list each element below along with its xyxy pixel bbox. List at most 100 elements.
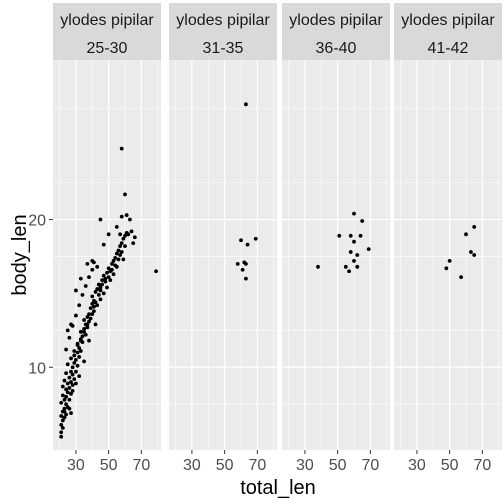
data-point [59,414,64,418]
data-point [70,365,75,370]
data-point [78,329,83,334]
data-point [116,257,121,262]
data-point [244,102,248,107]
data-point [64,387,68,392]
data-point [111,272,116,277]
x-tick-label: 70 [132,457,150,474]
data-point [123,192,127,197]
data-point [70,372,75,377]
data-point [59,434,64,439]
data-point [366,247,371,251]
data-point [119,214,124,219]
data-point [95,303,100,308]
data-point [244,276,248,281]
x-tick-label: 30 [408,457,426,474]
data-point [75,343,80,348]
facet-strip-top-label: ylodes pipilar [289,12,383,29]
data-point [87,319,91,324]
data-point [69,322,73,327]
data-point [352,259,356,263]
data-point [59,430,64,435]
data-point [64,412,68,417]
data-point [90,294,95,299]
data-point [72,349,77,353]
data-point [77,303,82,308]
data-point [113,256,118,260]
data-point [78,337,83,342]
facet-strip-label: 41-42 [428,40,469,57]
data-point [464,232,468,237]
data-point [78,349,83,353]
facet-strip [282,3,390,60]
data-point [101,242,106,247]
x-tick-label: 50 [441,457,459,474]
data-point [92,260,96,265]
data-point [74,357,78,362]
panel-background [282,60,390,450]
data-point [119,250,124,254]
data-point [87,312,91,316]
facet-panel-4: ylodes pipilar 41-42 [394,3,502,450]
data-point [67,375,72,380]
data-point [75,350,80,355]
facet-strip-label: 31-35 [203,40,244,57]
data-point [100,278,104,283]
data-point [110,267,114,272]
data-point [74,288,78,293]
data-point [67,335,72,340]
data-point [69,411,73,415]
data-point [82,326,86,331]
data-point [65,328,70,333]
data-point [469,250,473,254]
data-point [78,276,83,281]
data-point [60,418,65,423]
data-point [124,213,129,218]
data-point [82,318,86,322]
data-point [83,332,88,337]
data-point [105,270,109,275]
data-point [123,233,127,238]
data-point [98,285,103,290]
data-point [83,284,88,288]
y-tick-label: 20 [28,213,46,230]
data-point [128,217,132,222]
data-point [240,267,245,272]
data-point [235,261,240,266]
data-point [352,239,356,244]
data-point [108,278,113,283]
data-point [348,233,353,238]
data-point [64,402,68,407]
data-point [82,329,86,334]
data-point [67,397,72,402]
data-point [74,381,78,386]
data-point [72,353,77,358]
data-point [245,242,250,247]
panel-background [169,60,277,450]
data-point [82,359,86,364]
data-point [65,381,70,386]
data-point [60,425,65,430]
data-point [93,300,98,305]
data-point [131,241,136,246]
data-point [132,235,137,240]
data-point [100,282,104,287]
data-point [69,391,73,396]
panel-background [394,60,502,450]
data-point [88,316,93,321]
data-point [123,244,127,249]
data-point [239,238,243,243]
data-point [65,362,70,367]
data-point [106,266,111,271]
data-point [98,217,103,222]
data-point [96,292,101,297]
y-axis-title: body_len [9,214,31,295]
data-point [114,251,119,256]
data-point [75,363,80,368]
data-point [69,356,73,361]
data-point [88,306,93,311]
x-tick-label: 50 [216,457,234,474]
data-point [85,322,90,327]
data-point [74,313,78,318]
data-point [62,409,67,414]
